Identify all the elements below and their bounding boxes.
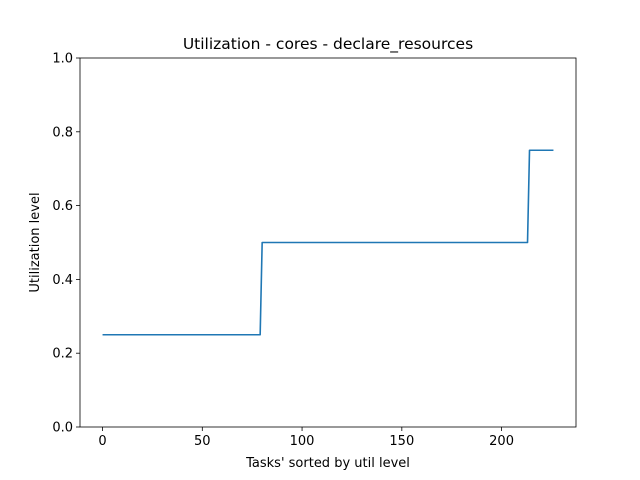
x-tick-label: 200 bbox=[489, 434, 514, 449]
y-tick-label: 0.6 bbox=[52, 199, 73, 214]
x-axis-ticks: 0 50 100 150 200 bbox=[98, 427, 514, 449]
x-tick-label: 100 bbox=[290, 434, 315, 449]
y-tick-label: 0.4 bbox=[52, 273, 73, 288]
y-axis-ticks: 0.0 0.2 0.4 0.6 0.8 1.0 bbox=[52, 52, 80, 436]
y-tick-label: 0.2 bbox=[52, 347, 73, 362]
plot-frame bbox=[79, 57, 577, 428]
series-line bbox=[102, 149, 554, 336]
x-axis-label: Tasks' sorted by util level bbox=[245, 456, 410, 471]
x-tick-label: 150 bbox=[389, 434, 414, 449]
y-tick-label: 0.0 bbox=[52, 421, 73, 436]
chart-title: Utilization - cores - declare_resources bbox=[183, 35, 473, 54]
y-tick-label: 0.8 bbox=[52, 125, 73, 140]
y-tick-label: 1.0 bbox=[52, 52, 73, 67]
x-tick-label: 50 bbox=[194, 434, 211, 449]
x-tick-label: 0 bbox=[98, 434, 106, 449]
y-axis-label: Utilization level bbox=[28, 192, 43, 292]
series-layer bbox=[102, 149, 554, 336]
